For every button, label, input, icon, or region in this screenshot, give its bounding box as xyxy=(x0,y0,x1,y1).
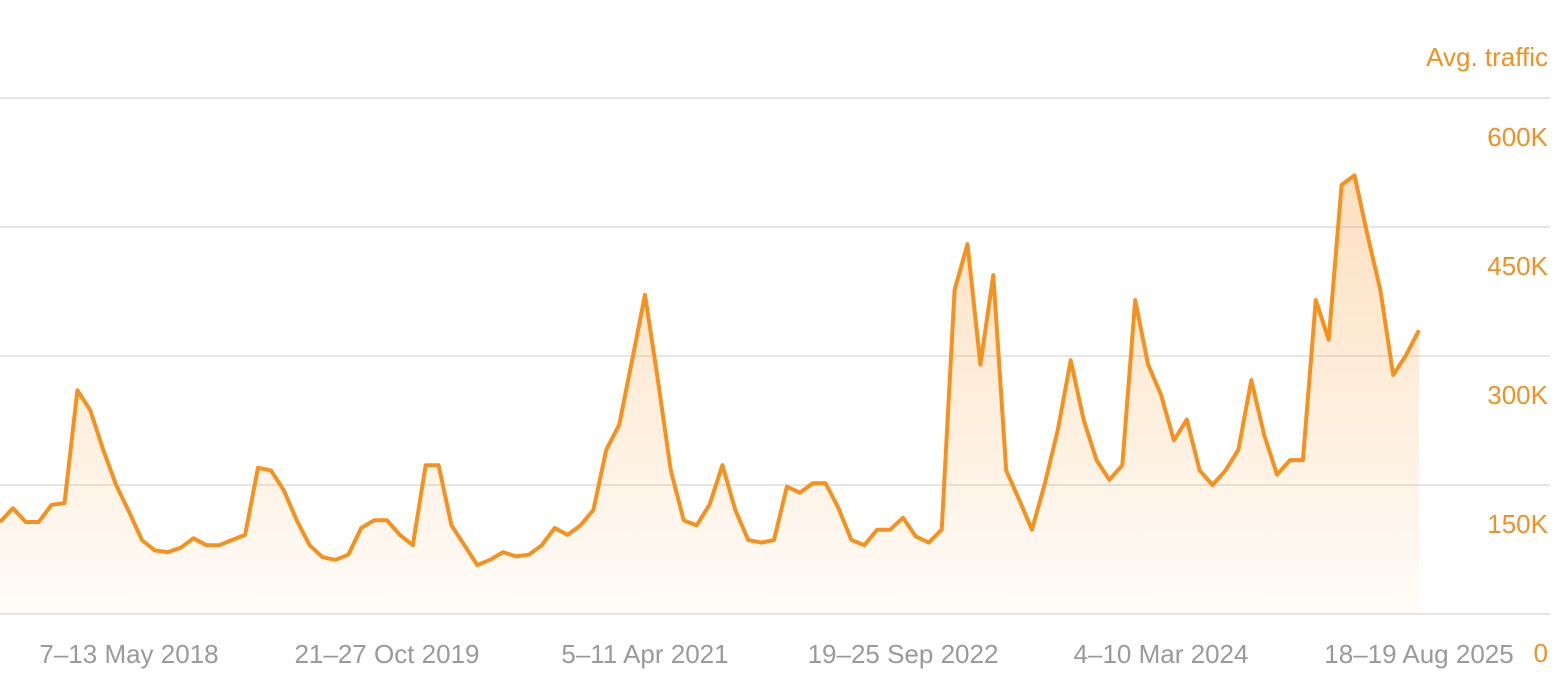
traffic-line xyxy=(0,173,1421,567)
x-tick-label: 21–27 Oct 2019 xyxy=(294,639,479,669)
x-tick-label: 19–25 Sep 2022 xyxy=(808,639,999,669)
area-fill xyxy=(0,175,1419,614)
y-tick-label: 450K xyxy=(1487,251,1548,281)
x-tick-label: 4–10 Mar 2024 xyxy=(1074,639,1249,669)
y-axis-title: Avg. traffic xyxy=(1426,42,1548,72)
x-tick-label: 5–11 Apr 2021 xyxy=(561,639,728,669)
y-tick-label: 300K xyxy=(1487,380,1548,410)
y-tick-label: 150K xyxy=(1487,509,1548,539)
x-tick-label: 18–19 Aug 2025 xyxy=(1324,639,1513,669)
x-tick-label: 7–13 May 2018 xyxy=(39,639,218,669)
y-tick-label: 0 xyxy=(1534,638,1548,668)
y-tick-label: 600K xyxy=(1487,122,1548,152)
